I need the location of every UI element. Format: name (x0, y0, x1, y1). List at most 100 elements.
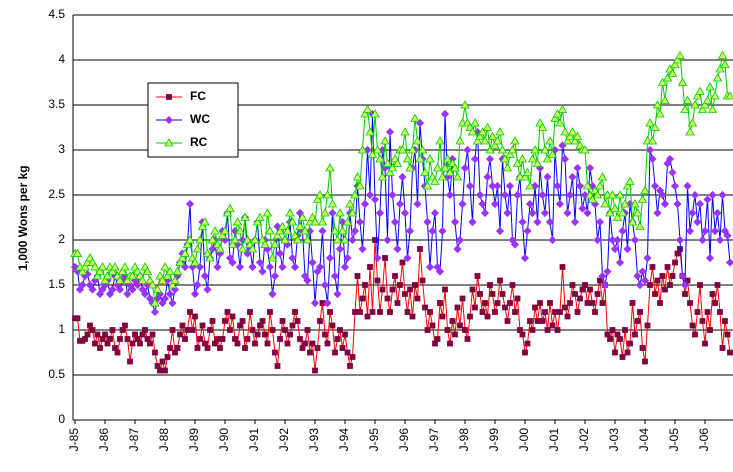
marker (117, 336, 123, 342)
marker (687, 118, 698, 127)
marker (109, 327, 116, 333)
y-tick-label: 0 (58, 412, 65, 426)
marker (514, 295, 521, 302)
marker (225, 203, 235, 212)
marker (597, 277, 603, 284)
marker (227, 327, 233, 333)
marker (630, 199, 640, 208)
marker (417, 145, 428, 154)
marker (470, 154, 480, 164)
marker (627, 217, 638, 226)
marker (708, 190, 717, 200)
marker (235, 226, 245, 235)
marker (275, 249, 285, 258)
marker (400, 127, 410, 136)
marker (654, 277, 661, 284)
marker (239, 318, 246, 324)
marker (164, 354, 171, 360)
marker (172, 266, 183, 275)
marker (545, 136, 555, 145)
marker (595, 181, 605, 190)
marker (650, 122, 660, 131)
marker (417, 246, 423, 252)
legend-label: WC (190, 112, 210, 126)
marker (220, 226, 230, 235)
marker (712, 73, 723, 82)
marker (229, 313, 236, 320)
marker (612, 349, 618, 356)
marker (524, 340, 531, 347)
marker (199, 322, 206, 329)
marker (444, 327, 451, 333)
marker (540, 145, 550, 154)
marker (668, 168, 677, 177)
marker (630, 235, 640, 245)
marker (583, 208, 592, 218)
marker (615, 258, 625, 267)
marker (115, 285, 125, 294)
marker (458, 199, 467, 209)
marker (675, 50, 685, 59)
marker (434, 336, 441, 342)
marker (500, 190, 510, 200)
x-tick-label: J-88 (157, 428, 171, 452)
marker (150, 298, 160, 307)
marker (480, 136, 490, 145)
marker (332, 235, 343, 244)
marker (632, 208, 643, 217)
marker (667, 68, 678, 77)
marker (597, 172, 608, 181)
marker (177, 253, 188, 262)
marker (695, 86, 705, 95)
marker (258, 267, 267, 276)
marker (440, 163, 450, 172)
marker (205, 253, 215, 262)
marker (538, 190, 547, 200)
marker (699, 318, 706, 324)
marker (525, 199, 535, 209)
marker (439, 313, 446, 320)
marker (600, 280, 610, 290)
marker (388, 190, 397, 200)
marker (695, 199, 705, 209)
marker (255, 212, 265, 221)
marker (159, 358, 166, 365)
marker (690, 100, 700, 109)
marker (322, 331, 328, 338)
marker (235, 262, 245, 272)
marker (379, 286, 386, 293)
marker (525, 181, 535, 190)
marker (682, 95, 693, 104)
marker (272, 349, 278, 356)
marker (289, 322, 296, 329)
marker (440, 109, 450, 119)
marker (413, 199, 422, 209)
marker (310, 217, 320, 226)
marker (565, 131, 575, 140)
marker (373, 253, 382, 263)
marker (472, 304, 478, 311)
marker (352, 309, 358, 315)
marker (405, 163, 415, 172)
marker (560, 154, 570, 164)
marker (509, 282, 516, 288)
marker (177, 331, 183, 338)
marker (222, 318, 228, 324)
marker (260, 239, 270, 248)
marker (437, 300, 443, 306)
marker (557, 104, 568, 113)
marker (72, 248, 83, 257)
marker (562, 136, 573, 145)
marker (200, 271, 210, 281)
marker (204, 345, 211, 351)
marker (315, 262, 325, 272)
y-tick-label: 0.5 (48, 367, 65, 381)
marker (290, 262, 300, 272)
marker (683, 181, 692, 191)
marker (705, 82, 715, 91)
marker (254, 331, 261, 338)
marker (95, 266, 105, 275)
marker (495, 226, 505, 236)
marker (592, 190, 603, 199)
marker (425, 262, 435, 272)
